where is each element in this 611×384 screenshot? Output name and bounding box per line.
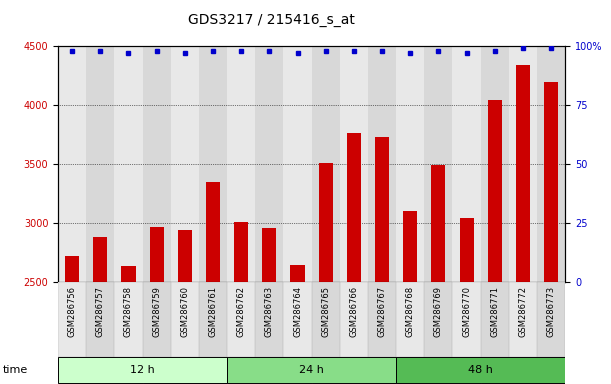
Bar [396, 46, 424, 282]
Text: time: time [3, 365, 28, 375]
Bar [347, 134, 361, 282]
Bar [453, 46, 481, 282]
Bar [227, 383, 312, 384]
Bar [340, 46, 368, 282]
Text: GSM286770: GSM286770 [462, 286, 471, 337]
Bar [234, 222, 248, 282]
Bar [290, 265, 304, 282]
Text: GSM286756: GSM286756 [68, 286, 76, 337]
Bar [284, 46, 312, 282]
Bar [170, 46, 199, 282]
Bar [284, 282, 312, 357]
Bar [58, 383, 142, 384]
Bar [368, 46, 396, 282]
Text: GSM286763: GSM286763 [265, 286, 274, 337]
Text: GSM286758: GSM286758 [124, 286, 133, 337]
Bar [537, 46, 565, 282]
Bar [150, 227, 164, 282]
Bar [431, 166, 445, 282]
Bar [93, 237, 108, 282]
Text: GSM286757: GSM286757 [96, 286, 105, 337]
Bar [199, 46, 227, 282]
Text: 24 h: 24 h [299, 365, 324, 375]
Text: GSM286765: GSM286765 [321, 286, 330, 337]
Text: GSM286768: GSM286768 [406, 286, 415, 337]
Bar [86, 282, 114, 357]
Text: GSM286766: GSM286766 [349, 286, 359, 337]
Bar [227, 282, 255, 357]
Bar [544, 81, 558, 282]
Bar [481, 282, 509, 357]
Text: GSM286771: GSM286771 [490, 286, 499, 337]
Text: GSM286773: GSM286773 [547, 286, 555, 337]
Text: 48 h: 48 h [468, 365, 493, 375]
Bar [255, 282, 284, 357]
Bar [114, 282, 142, 357]
Bar [178, 230, 192, 282]
Bar [516, 65, 530, 282]
Bar [537, 282, 565, 357]
Bar [459, 218, 474, 282]
Bar [170, 282, 199, 357]
Bar [375, 137, 389, 282]
Text: GSM286769: GSM286769 [434, 286, 443, 337]
Bar [396, 383, 481, 384]
Bar [509, 282, 537, 357]
Bar [86, 46, 114, 282]
Bar [65, 256, 79, 282]
Bar [312, 46, 340, 282]
Bar [509, 46, 537, 282]
Text: 12 h: 12 h [130, 365, 155, 375]
Bar [227, 46, 255, 282]
Bar [206, 182, 220, 282]
Text: GSM286761: GSM286761 [208, 286, 218, 337]
Bar [312, 383, 396, 384]
Bar [142, 383, 227, 384]
Bar [262, 228, 276, 282]
Bar [340, 282, 368, 357]
Bar [58, 357, 227, 383]
Bar [424, 46, 453, 282]
Text: GSM286767: GSM286767 [378, 286, 387, 337]
Bar [403, 211, 417, 282]
Bar [142, 46, 170, 282]
Bar [488, 100, 502, 282]
Bar [481, 46, 509, 282]
Bar [58, 282, 86, 357]
Bar [319, 163, 333, 282]
Bar [142, 282, 170, 357]
Bar [481, 383, 565, 384]
Text: GSM286764: GSM286764 [293, 286, 302, 337]
Text: GDS3217 / 215416_s_at: GDS3217 / 215416_s_at [188, 13, 354, 27]
Bar [396, 357, 565, 383]
Bar [453, 282, 481, 357]
Text: GSM286772: GSM286772 [518, 286, 527, 337]
Bar [255, 46, 284, 282]
Text: GSM286759: GSM286759 [152, 286, 161, 337]
Bar [114, 46, 142, 282]
Bar [396, 282, 424, 357]
Bar [368, 282, 396, 357]
Bar [312, 282, 340, 357]
Bar [424, 282, 453, 357]
Bar [227, 357, 396, 383]
Bar [199, 282, 227, 357]
Text: GSM286762: GSM286762 [236, 286, 246, 337]
Text: GSM286760: GSM286760 [180, 286, 189, 337]
Bar [122, 266, 136, 282]
Bar [58, 46, 86, 282]
